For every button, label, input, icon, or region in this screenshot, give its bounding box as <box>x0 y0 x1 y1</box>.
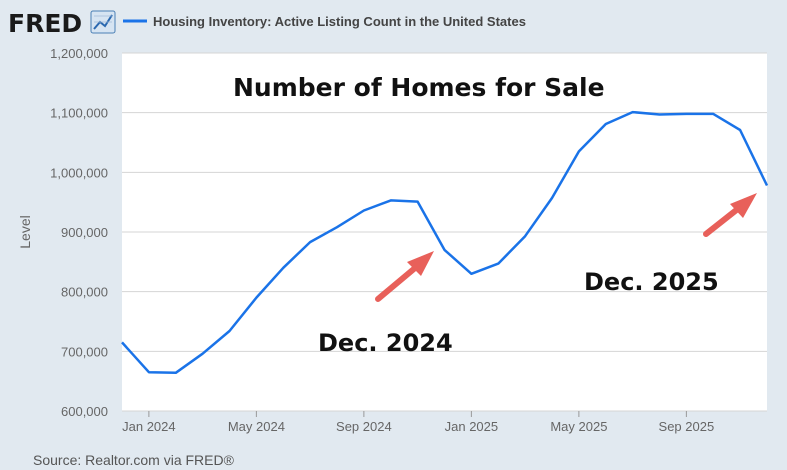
gridlines <box>122 52 767 412</box>
arrow-dec-2024 <box>375 251 434 302</box>
x-tick-label: May 2024 <box>228 419 285 434</box>
x-tick-label: Jan 2025 <box>445 419 499 434</box>
chart-title: Number of Homes for Sale <box>233 73 605 102</box>
x-tick-label: Sep 2025 <box>659 419 715 434</box>
y-axis-label: Level <box>17 215 33 248</box>
x-tick-label: Jan 2024 <box>122 419 176 434</box>
annotation-dec-2025: Dec. 2025 <box>584 268 719 296</box>
x-tick-label: May 2025 <box>550 419 607 434</box>
legend-label[interactable]: Housing Inventory: Active Listing Count … <box>153 14 526 29</box>
series-group <box>121 110 769 375</box>
y-tick-label: 700,000 <box>61 344 108 359</box>
y-tick-label: 1,100,000 <box>50 106 108 121</box>
series-line <box>121 110 769 375</box>
annotation-dec-2024: Dec. 2024 <box>318 329 453 357</box>
arrow-dec-2025 <box>703 193 757 237</box>
y-tick-label: 1,200,000 <box>50 46 108 61</box>
x-tick-label: Sep 2024 <box>336 419 392 434</box>
y-axis-ticks: 600,000 700,000 800,000 900,000 1,000,000 1,1… <box>50 46 108 419</box>
chart-line-icon <box>90 10 116 34</box>
y-tick-label: 600,000 <box>61 404 108 419</box>
fred-logo-text[interactable]: FRED <box>8 9 82 38</box>
y-tick-label: 900,000 <box>61 225 108 240</box>
y-tick-label: 800,000 <box>61 285 108 300</box>
x-axis-ticks: Jan 2024 May 2024 Sep 2024 Jan 2025 May 2025… <box>122 411 714 434</box>
source-note[interactable]: Source: Realtor.com via FRED® <box>33 452 235 468</box>
y-tick-label: 1,000,000 <box>50 165 108 180</box>
